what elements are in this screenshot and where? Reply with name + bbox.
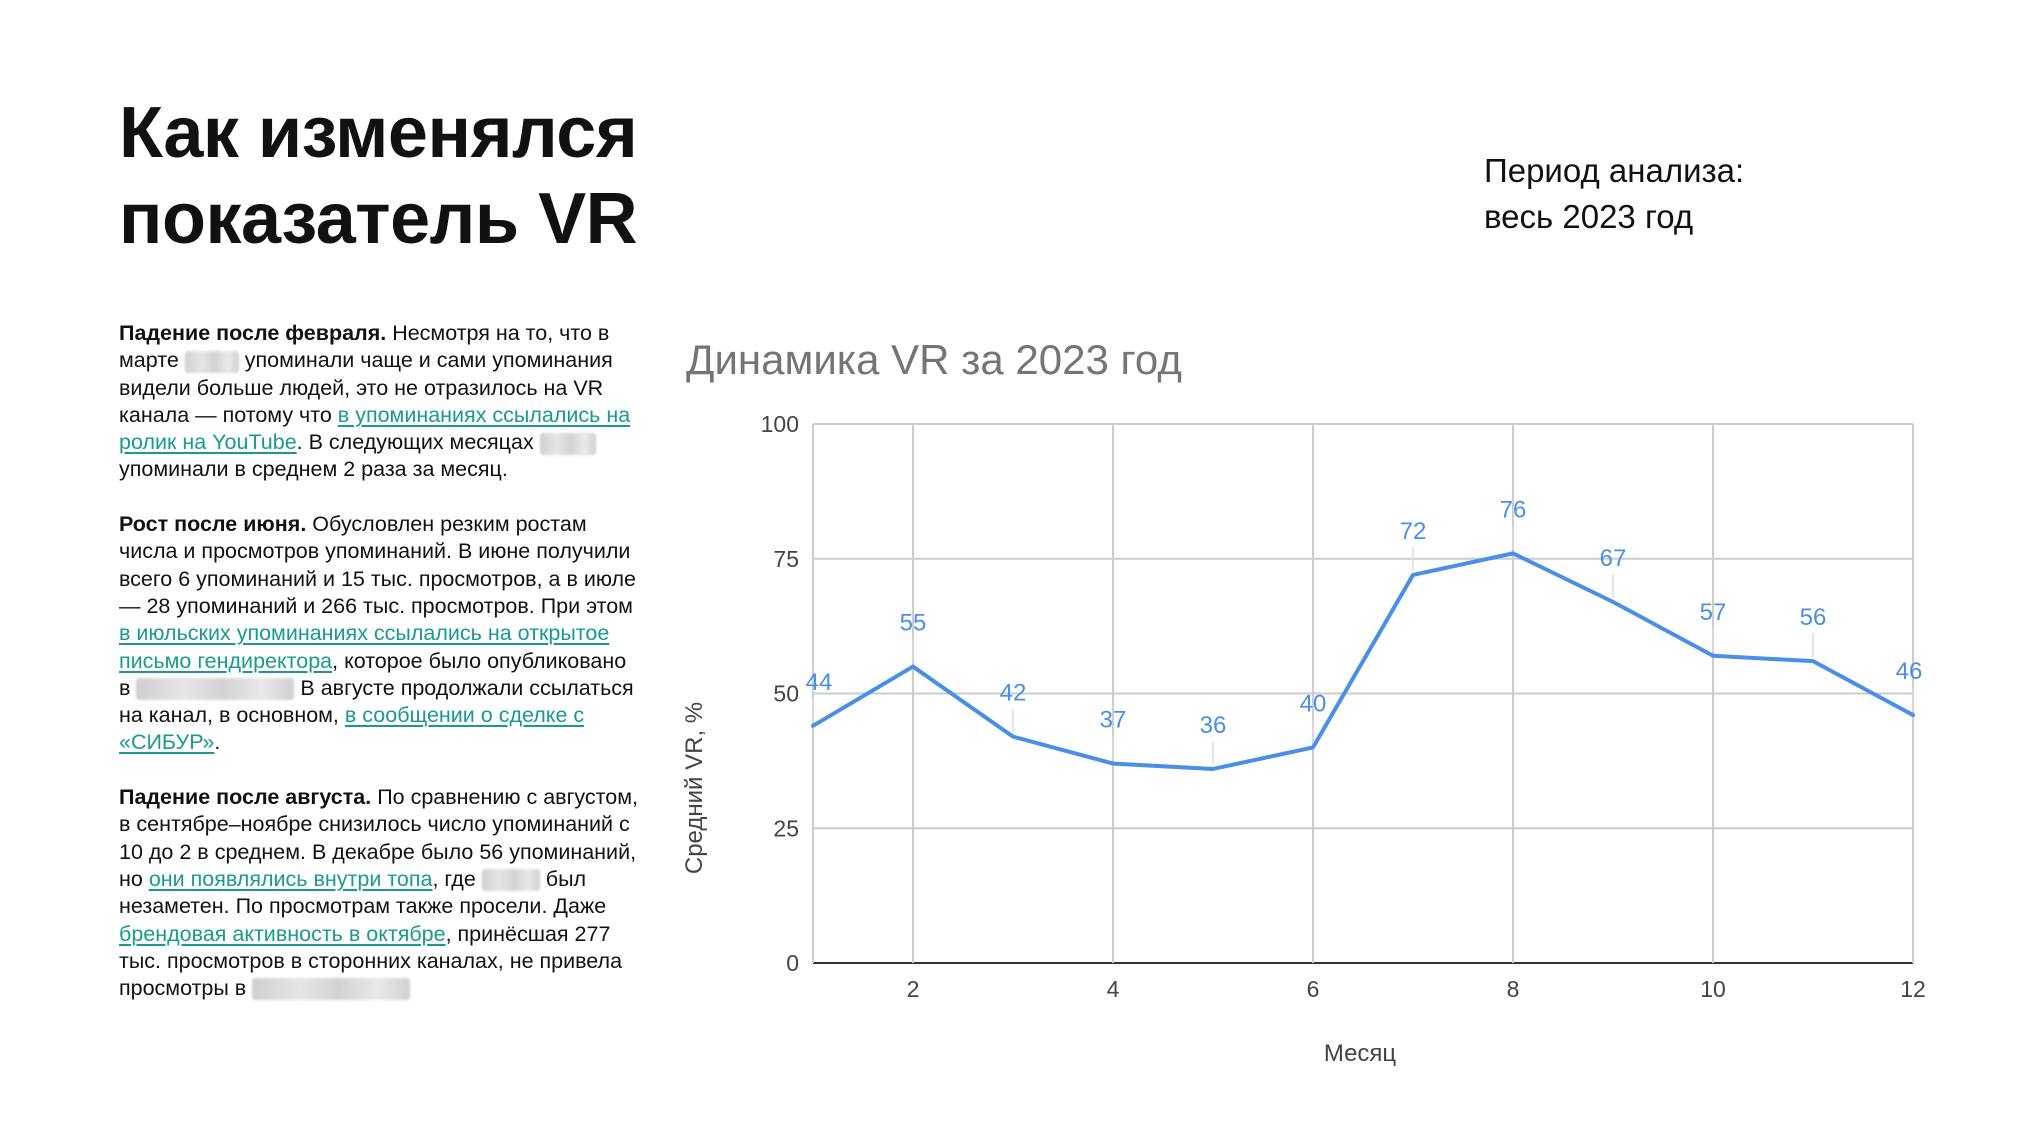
paragraph-text: В августе продолжали ссылаться на канал,…	[119, 675, 634, 728]
paragraph-august: Падение после августа. По сравнению с ав…	[119, 784, 639, 1002]
data-label: 42	[1000, 680, 1027, 707]
redacted-name	[481, 869, 540, 892]
x-tick-label: 10	[1700, 976, 1726, 1002]
redacted-name	[184, 350, 239, 373]
data-label: 40	[1300, 690, 1327, 717]
paragraph-text: По сравнению с августом, в сентябре–нояб…	[119, 785, 638, 891]
paragraph-text: Несмотря на то, что в марте	[119, 321, 610, 373]
series-line	[811, 551, 1915, 771]
paragraph-text: .	[214, 730, 221, 755]
x-tick-label: 6	[1307, 976, 1320, 1002]
page-title: Как изменялся показатель VR	[119, 90, 638, 262]
data-label: 55	[900, 610, 927, 637]
x-tick-label: 2	[907, 976, 920, 1002]
data-label: 76	[1500, 496, 1527, 523]
brand-activity-link[interactable]: брендовая активность в октябре	[119, 921, 446, 946]
data-label: 72	[1400, 518, 1427, 545]
chart-title: Динамика VR за 2023 год	[686, 336, 1182, 383]
chart-grid	[812, 423, 1914, 964]
open-letter-link[interactable]: в июльских упоминаниях ссылались на откр…	[119, 621, 610, 673]
paragraph-text: , которое было опубликовано в	[119, 648, 627, 700]
vr-series-line	[811, 551, 1915, 771]
analysis-period: Период анализа: весь 2023 год	[1484, 148, 1744, 240]
top-mentions-link[interactable]: они появлялись внутри топа	[148, 866, 433, 891]
paragraph-heading: Рост после июня.	[119, 512, 307, 537]
title-line-2: показатель VR	[119, 179, 638, 259]
y-tick-label: 25	[773, 815, 799, 841]
y-tick-label: 100	[761, 411, 799, 437]
data-label: 46	[1896, 658, 1923, 685]
paragraph-text: , где	[432, 866, 482, 891]
paragraph-text: . В следующих месяцах	[296, 430, 540, 455]
paragraph-june: Рост после июня. Обусловлен резким роста…	[119, 511, 639, 757]
period-line-1: Период анализа:	[1484, 152, 1745, 189]
paragraph-text: упоминали в среднем 2 раза за месяц.	[119, 457, 508, 482]
data-label: 44	[806, 669, 833, 696]
paragraph-text: , принёсшая 277 тыс. просмотров в сторон…	[119, 921, 623, 1001]
paragraph-heading: Падение после августа.	[119, 785, 372, 810]
data-label: 67	[1600, 545, 1627, 572]
x-tick-label: 4	[1107, 976, 1120, 1002]
data-label: 37	[1100, 707, 1127, 734]
y-tick-label: 0	[786, 950, 799, 976]
redacted-name	[252, 978, 411, 1001]
y-tick-label: 50	[773, 681, 799, 707]
paragraph-text: был незаметен. По просмотрам также просе…	[119, 866, 607, 919]
paragraph-february: Падение после февраля. Несмотря на то, ч…	[119, 320, 639, 484]
paragraph-text: упоминали чаще и сами упоминания видели …	[119, 348, 613, 427]
sibur-deal-link[interactable]: в сообщении о сделке с «СИБУР»	[119, 703, 585, 755]
data-label: 36	[1200, 712, 1227, 739]
x-tick-label: 8	[1507, 976, 1520, 1002]
vr-line-chart: Динамика VR за 2023 год 0 25 50 75 100 2 4 6 8 10…	[670, 320, 1960, 1100]
data-labels: 44 55 42 37 36 40 72 76 67 57 56 46	[806, 496, 1923, 765]
paragraph-heading: Падение после февраля.	[119, 321, 387, 345]
redacted-name	[539, 432, 596, 455]
redacted-name	[136, 678, 295, 701]
x-axis-label: Месяц	[1324, 1040, 1397, 1067]
y-axis-label: Средний VR, %	[681, 702, 708, 874]
data-label: 57	[1700, 599, 1727, 626]
y-tick-label: 75	[773, 546, 799, 572]
youtube-link[interactable]: в упоминаниях ссылались на ролик на YouT…	[119, 402, 631, 455]
data-label: 56	[1800, 604, 1827, 631]
commentary: Падение после февраля. Несмотря на то, ч…	[119, 320, 639, 1030]
x-tick-label: 12	[1900, 976, 1926, 1002]
period-line-2: весь 2023 год	[1484, 198, 1694, 235]
title-line-1: Как изменялся	[119, 93, 638, 173]
paragraph-text: Обусловлен резким ростам числа и просмот…	[119, 512, 637, 618]
